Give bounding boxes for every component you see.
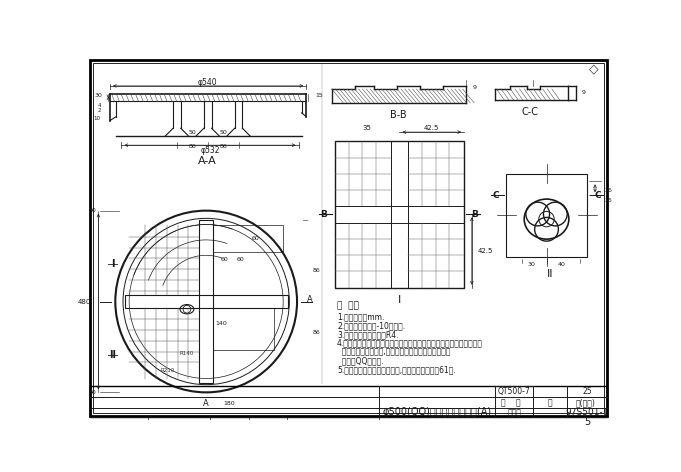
Bar bbox=[213, 225, 283, 252]
Text: 480: 480 bbox=[78, 298, 91, 304]
Text: 42.5: 42.5 bbox=[478, 248, 493, 253]
Text: 30: 30 bbox=[95, 93, 102, 98]
Text: B: B bbox=[471, 210, 478, 219]
Text: 质: 质 bbox=[516, 398, 520, 407]
Text: 50: 50 bbox=[89, 208, 96, 213]
Bar bbox=[335, 206, 464, 223]
Text: 40: 40 bbox=[558, 262, 566, 267]
Text: QT500-7: QT500-7 bbox=[498, 387, 530, 396]
Text: 25: 25 bbox=[604, 198, 612, 203]
Text: 图集号: 图集号 bbox=[507, 408, 521, 417]
Text: 30: 30 bbox=[527, 262, 535, 267]
Bar bbox=[125, 295, 288, 308]
Text: II: II bbox=[110, 350, 116, 360]
Text: 5: 5 bbox=[584, 417, 590, 427]
Text: A-A: A-A bbox=[198, 156, 217, 166]
Text: 25: 25 bbox=[582, 387, 592, 396]
Text: ◇: ◇ bbox=[588, 62, 599, 76]
Text: φ540: φ540 bbox=[198, 77, 217, 86]
Text: 86: 86 bbox=[313, 330, 320, 335]
Text: 1.尺寸单位：mm.: 1.尺寸单位：mm. bbox=[337, 312, 385, 321]
Text: 填铸「QQ」标志.: 填铸「QQ」标志. bbox=[337, 356, 383, 365]
Text: C-C: C-C bbox=[521, 107, 538, 117]
Text: R210: R210 bbox=[161, 368, 175, 373]
Text: 2: 2 bbox=[97, 108, 101, 113]
Text: 26: 26 bbox=[604, 188, 612, 193]
Text: A: A bbox=[306, 295, 312, 303]
Text: 86: 86 bbox=[313, 268, 320, 273]
Text: 180: 180 bbox=[223, 401, 235, 405]
Text: 4: 4 bbox=[97, 102, 101, 108]
Text: 5.本井盖与其支座必须有连接,其作法见本图集第61页.: 5.本井盖与其支座必须有连接,其作法见本图集第61页. bbox=[337, 365, 456, 374]
Text: 42.5: 42.5 bbox=[424, 125, 439, 131]
Text: B: B bbox=[321, 210, 328, 219]
Text: 4.中间空白处填铸「给」「污」「雨」「消」「测」等标志；下面空白: 4.中间空白处填铸「给」「污」「雨」「消」「测」等标志；下面空白 bbox=[337, 339, 483, 348]
Text: 重: 重 bbox=[548, 398, 553, 407]
Bar bbox=[391, 141, 408, 287]
Text: 9: 9 bbox=[581, 90, 585, 94]
Bar bbox=[507, 174, 587, 257]
Text: 140: 140 bbox=[215, 321, 227, 326]
Text: B-B: B-B bbox=[390, 110, 407, 120]
Text: 35: 35 bbox=[363, 125, 372, 131]
Bar bbox=[213, 308, 274, 350]
Text: A: A bbox=[204, 399, 209, 408]
Text: 15: 15 bbox=[315, 93, 323, 98]
Bar bbox=[335, 141, 464, 287]
Text: 60: 60 bbox=[251, 236, 259, 241]
Bar bbox=[200, 220, 213, 383]
Text: 9: 9 bbox=[473, 85, 477, 90]
Text: 97S501-1: 97S501-1 bbox=[566, 408, 609, 417]
Text: 量(公斤): 量(公斤) bbox=[576, 398, 596, 407]
Text: I: I bbox=[111, 259, 115, 269]
Bar bbox=[90, 386, 607, 417]
Text: 说  明：: 说 明： bbox=[337, 302, 359, 311]
Text: C: C bbox=[492, 191, 499, 200]
Text: φ532: φ532 bbox=[200, 146, 220, 155]
Text: 3.图中未注图角半径为R4.: 3.图中未注图角半径为R4. bbox=[337, 330, 398, 339]
Text: 2.设计荷载等级汽-10级主车.: 2.设计荷载等级汽-10级主车. bbox=[337, 321, 405, 330]
Text: C: C bbox=[595, 191, 601, 200]
Text: 材: 材 bbox=[501, 398, 505, 407]
Text: φ500(QQ)轻型球墨铸铁井盖(A): φ500(QQ)轻型球墨铸铁井盖(A) bbox=[383, 407, 492, 417]
Text: 60: 60 bbox=[236, 257, 244, 262]
Text: 86: 86 bbox=[219, 144, 227, 149]
Text: R140: R140 bbox=[180, 351, 194, 356]
Text: 60: 60 bbox=[221, 257, 229, 262]
Text: II: II bbox=[547, 269, 554, 279]
Text: 处填铸制造厂名标志,其长度由厂家确定；上面空白处: 处填铸制造厂名标志,其长度由厂家确定；上面空白处 bbox=[337, 348, 451, 357]
Text: 50: 50 bbox=[89, 390, 96, 395]
Text: 86: 86 bbox=[189, 144, 196, 149]
Text: 50: 50 bbox=[189, 130, 196, 135]
Text: 50: 50 bbox=[219, 130, 227, 135]
Text: 10: 10 bbox=[94, 116, 101, 121]
Text: I: I bbox=[398, 295, 401, 305]
